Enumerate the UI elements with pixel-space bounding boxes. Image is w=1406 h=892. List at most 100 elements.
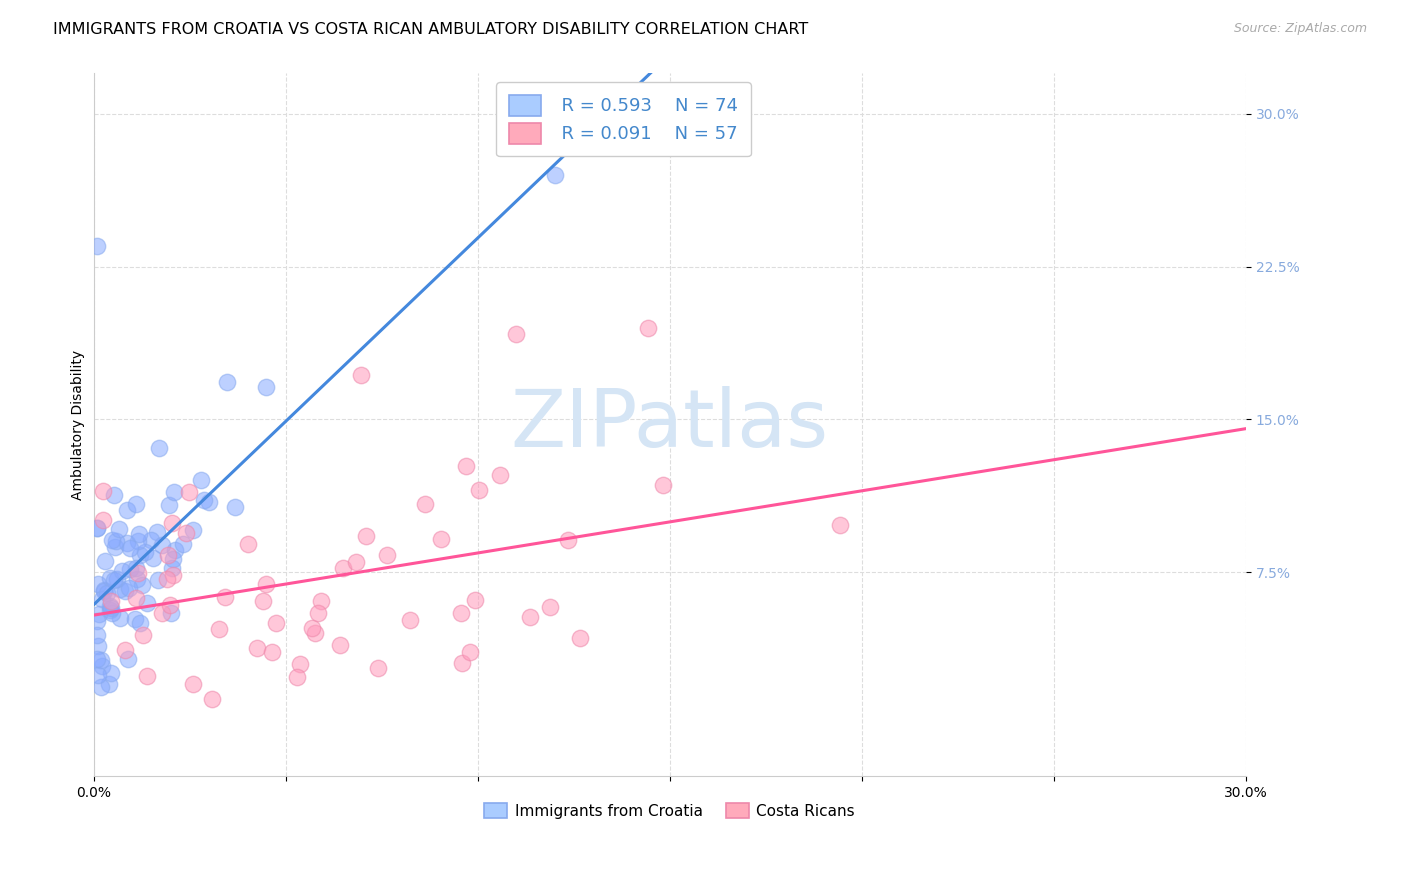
Point [162,561,184,575]
Point [413,497,436,511]
Point [181,523,204,537]
Point [90,592,112,607]
Point [100,594,122,608]
Point [146,524,169,539]
Point [132,628,155,642]
Point [450,606,472,620]
Point [163,485,186,500]
Point [159,606,181,620]
Point [127,566,149,580]
Point [264,615,287,630]
Point [181,677,204,691]
Point [464,593,486,607]
Point [86,521,108,535]
Point [86,521,108,535]
Point [86,615,108,629]
Point [252,594,274,608]
Point [288,657,311,671]
Text: ZIPatlas: ZIPatlas [510,385,830,464]
Point [103,574,125,588]
Point [125,561,148,575]
Point [148,573,170,587]
Point [190,474,212,488]
Point [86,239,108,253]
Point [197,495,219,509]
Point [120,541,142,556]
Point [344,555,367,569]
Point [128,548,150,562]
Point [399,613,422,627]
Point [129,615,152,630]
Point [201,691,224,706]
Point [637,320,659,334]
Point [124,612,146,626]
Point [162,551,184,566]
Point [569,631,592,645]
Point [94,554,117,568]
Point [224,500,246,514]
Point [329,638,352,652]
Point [543,169,565,183]
Point [260,645,283,659]
Point [91,513,114,527]
Point [86,628,108,642]
Point [111,565,134,579]
Point [307,606,329,620]
Point [110,582,132,597]
Point [301,621,323,635]
Point [254,576,277,591]
Point [98,677,121,691]
Point [156,573,179,587]
Point [104,533,127,548]
Point [215,375,238,389]
Point [108,611,131,625]
Point [86,652,108,666]
Point [93,583,115,598]
Point [367,661,389,675]
Point [160,516,183,530]
Point [98,603,121,617]
Point [651,478,673,492]
Point [159,599,181,613]
Point [176,525,198,540]
Point [100,600,122,615]
Point [236,537,259,551]
Point [105,573,128,587]
Point [332,561,354,575]
Point [131,578,153,592]
Point [377,548,399,562]
Point [356,529,378,543]
Point [118,581,141,595]
Point [162,567,184,582]
Point [98,571,121,585]
Point [309,594,332,608]
Point [91,484,114,499]
Point [830,518,852,533]
Point [117,652,139,666]
Point [135,596,157,610]
Point [458,645,481,659]
Legend: Immigrants from Croatia, Costa Ricans: Immigrants from Croatia, Costa Ricans [478,797,862,825]
Point [430,533,453,547]
Point [125,591,148,606]
Text: Source: ZipAtlas.com: Source: ZipAtlas.com [1233,22,1367,36]
Point [557,533,579,547]
Point [115,536,138,550]
Point [505,326,527,341]
Text: IMMIGRANTS FROM CROATIA VS COSTA RICAN AMBULATORY DISABILITY CORRELATION CHART: IMMIGRANTS FROM CROATIA VS COSTA RICAN A… [53,22,808,37]
Point [134,545,156,559]
Point [285,670,308,684]
Point [451,656,474,670]
Point [150,606,173,620]
Point [103,488,125,502]
Point [108,522,131,536]
Point [114,643,136,657]
Point [128,527,150,541]
Point [100,666,122,681]
Point [115,502,138,516]
Point [127,533,149,548]
Point [141,550,163,565]
Point [104,540,127,554]
Point [89,607,111,621]
Point [208,622,231,636]
